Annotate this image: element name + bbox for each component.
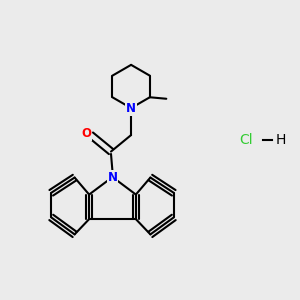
Text: Cl: Cl xyxy=(239,133,253,146)
Text: H: H xyxy=(275,133,286,146)
Text: N: N xyxy=(107,171,118,184)
Text: O: O xyxy=(81,128,92,140)
Text: N: N xyxy=(126,102,136,115)
